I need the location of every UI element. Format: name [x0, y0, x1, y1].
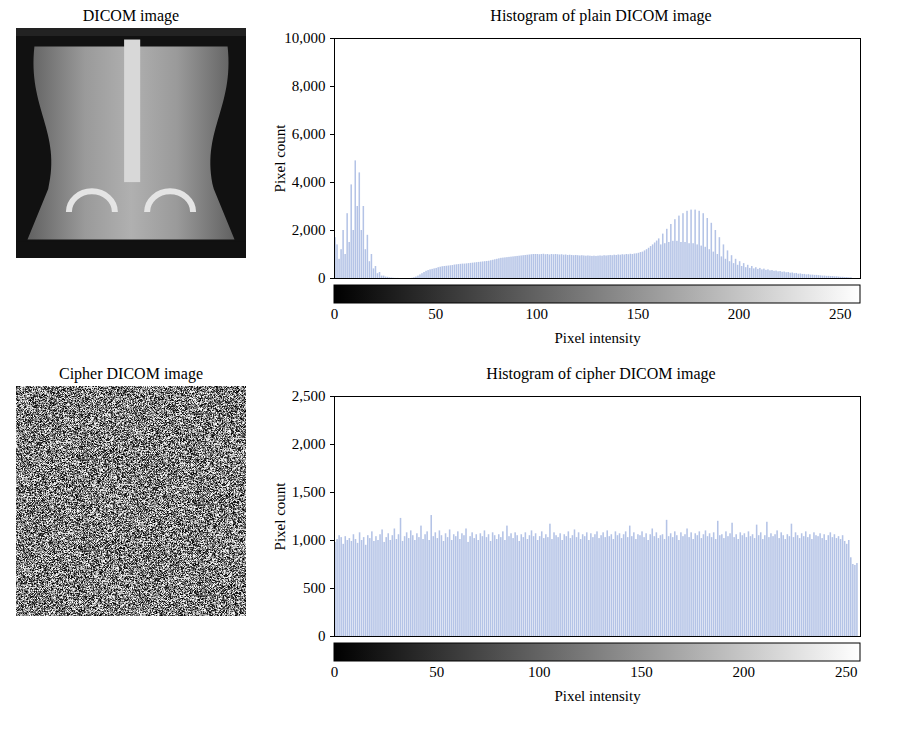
svg-text:150: 150	[627, 306, 650, 322]
svg-text:250: 250	[829, 306, 852, 322]
svg-text:100: 100	[528, 664, 551, 680]
svg-text:500: 500	[303, 580, 326, 596]
svg-text:200: 200	[728, 306, 751, 322]
svg-text:8,000: 8,000	[292, 78, 326, 94]
svg-text:2,000: 2,000	[292, 436, 326, 452]
svg-text:250: 250	[835, 664, 858, 680]
svg-text:4,000: 4,000	[292, 174, 326, 190]
svg-text:1,000: 1,000	[292, 532, 326, 548]
svg-text:150: 150	[630, 664, 653, 680]
svg-text:Pixel intensity: Pixel intensity	[554, 688, 641, 704]
svg-text:200: 200	[733, 664, 756, 680]
svg-text:0: 0	[331, 306, 339, 322]
svg-text:Pixel count: Pixel count	[272, 482, 288, 551]
html-text:Histogram of plain DICOM image: Histogram of plain DICOM image	[490, 7, 712, 24]
svg-text:50: 50	[428, 306, 443, 322]
svg-text:10,000: 10,000	[284, 30, 325, 46]
html-text:DICOM image: DICOM image	[82, 7, 180, 24]
svg-text:0: 0	[331, 664, 339, 680]
svg-text:1,500: 1,500	[292, 484, 326, 500]
svg-text:2,000: 2,000	[292, 222, 326, 238]
svg-text:6,000: 6,000	[292, 126, 326, 142]
svg-text:Pixel count: Pixel count	[272, 124, 288, 193]
svg-text:Pixel intensity: Pixel intensity	[554, 330, 641, 346]
svg-text:0: 0	[318, 628, 326, 644]
svg-text:50: 50	[429, 664, 444, 680]
html-text:Histogram of cipher DICOM imag: Histogram of cipher DICOM image	[486, 365, 716, 382]
html-text:Cipher DICOM image: Cipher DICOM image	[59, 365, 203, 382]
svg-text:2,500: 2,500	[292, 388, 326, 404]
svg-text:0: 0	[318, 270, 326, 286]
svg-text:100: 100	[526, 306, 549, 322]
